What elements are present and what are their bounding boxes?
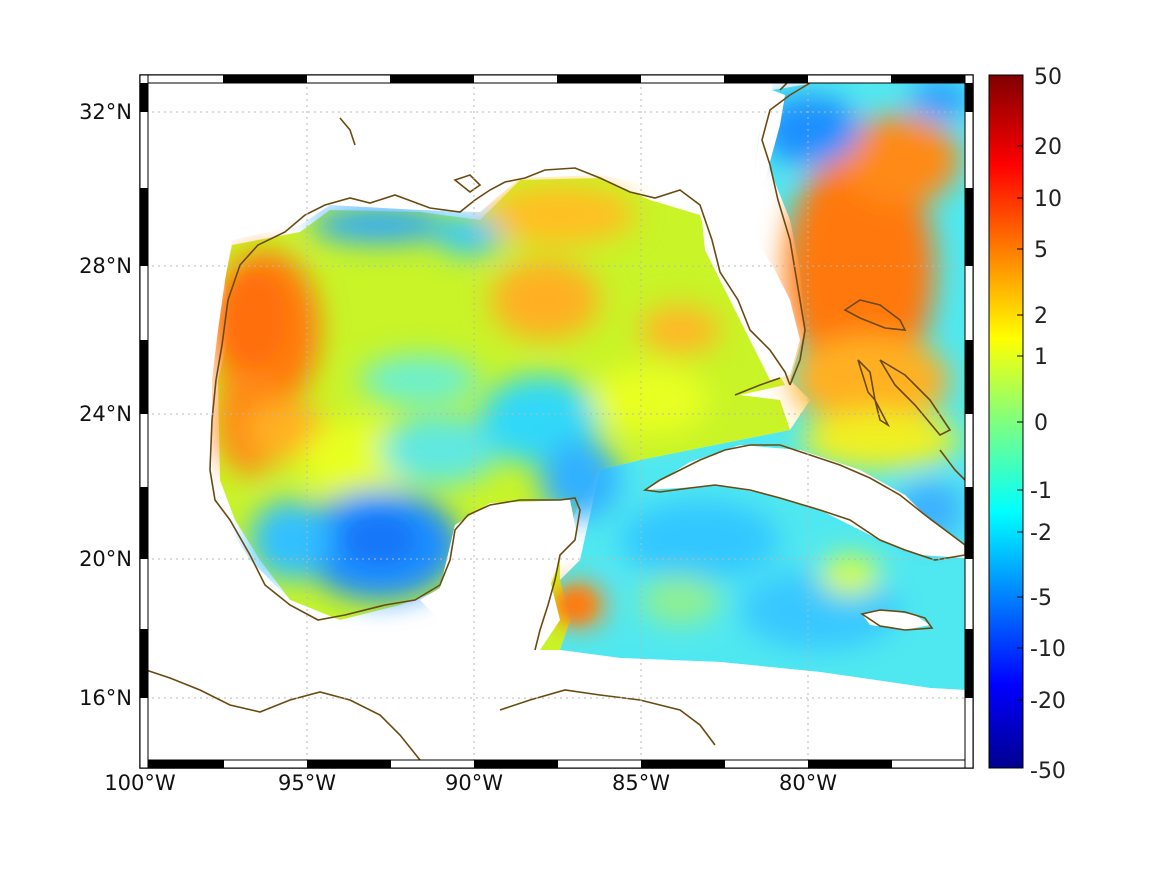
data-field (210, 80, 970, 690)
coast-mississippi (453, 174, 482, 193)
colorbar-label: -10 (1030, 637, 1066, 662)
y-axis-labels: 32°N 28°N 24°N 20°N 16°N (79, 100, 132, 710)
colorbar-ticks (1017, 145, 1023, 701)
coastlines (140, 75, 966, 761)
coast-central-america (140, 667, 421, 761)
colorbar: 50 20 10 5 2 1 0 -1 -2 -5 -10 -20 -50 (988, 65, 1066, 784)
x-axis-labels: 100°W 95°W 90°W 85°W 80°W (104, 771, 837, 795)
colorbar-label: 2 (1034, 304, 1048, 329)
colorbar-label: 20 (1034, 135, 1062, 160)
x-tick-label: 90°W (445, 771, 503, 795)
coast-jamaica (859, 609, 934, 631)
colorbar-label: 10 (1034, 187, 1062, 212)
x-tick-label: 95°W (278, 771, 336, 795)
colorbar-label: -2 (1030, 521, 1052, 546)
coast-texas-island (339, 117, 356, 146)
coast-florida-keys (734, 377, 781, 396)
x-tick-label: 80°W (779, 771, 837, 795)
gridlines (140, 75, 973, 768)
colorbar-label: 1 (1034, 345, 1048, 370)
coast-bahamas-4 (874, 399, 891, 428)
coast-bahamas-1 (843, 299, 907, 331)
coast-bahamas-3 (879, 359, 952, 436)
y-tick-label: 16°N (79, 686, 132, 710)
land-masks (140, 75, 965, 768)
coast-gulf-north (209, 167, 791, 471)
colorbar-label: 0 (1034, 411, 1048, 436)
colorbar-label: 50 (1034, 65, 1062, 90)
coast-hispaniola-edge (939, 449, 966, 481)
x-tick-label: 85°W (612, 771, 670, 795)
y-tick-label: 20°N (79, 547, 132, 571)
colorbar-label: -50 (1030, 759, 1066, 784)
y-tick-label: 28°N (79, 254, 132, 278)
colorbar-label: -1 (1030, 479, 1052, 504)
x-tick-label: 100°W (104, 771, 176, 795)
colorbar-label: -20 (1030, 689, 1066, 714)
colorbar-label: 5 (1034, 238, 1048, 263)
y-tick-label: 32°N (79, 100, 132, 124)
map-frame (139, 74, 974, 769)
colorbar-label: -5 (1030, 586, 1052, 611)
y-tick-label: 24°N (79, 402, 132, 426)
coast-cuba (642, 444, 966, 561)
coast-gulf-west (209, 469, 581, 651)
coast-florida-east (761, 79, 816, 386)
